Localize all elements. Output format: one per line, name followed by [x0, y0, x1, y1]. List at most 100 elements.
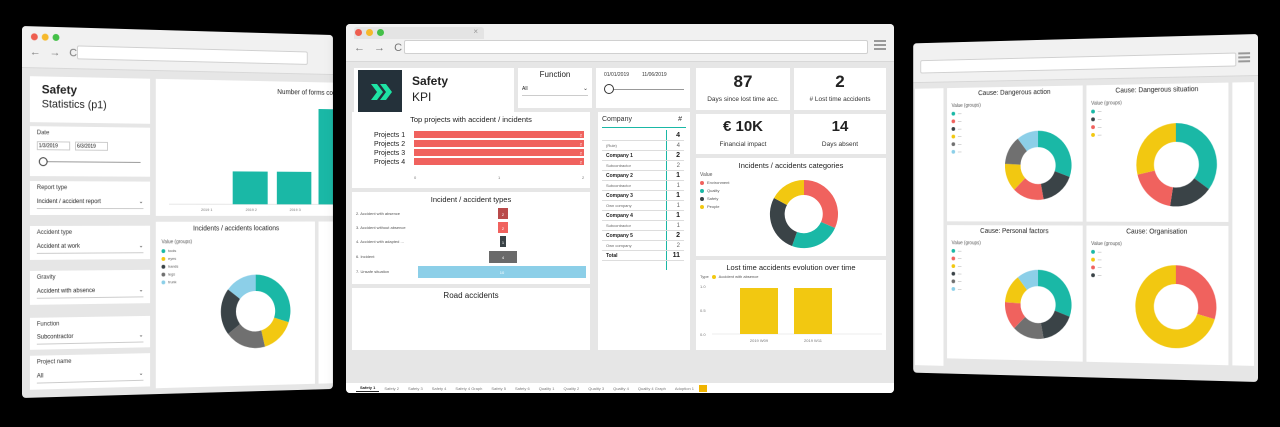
page-tab[interactable]: Adoption 1: [674, 385, 695, 391]
forms-bar[interactable]: [276, 171, 312, 205]
slicer-gravity[interactable]: Gravity Accident with absence ⌄: [29, 269, 151, 305]
chart-title: Cause: Personal factors: [980, 228, 1049, 236]
page-tab[interactable]: Safety 3: [408, 385, 423, 391]
legend-item[interactable]: eyes: [161, 256, 192, 261]
chart-title: Cause: Dangerous action: [978, 88, 1051, 98]
menu-icon[interactable]: [1238, 52, 1251, 63]
page-tab[interactable]: Quality 4: [613, 385, 629, 391]
page-tab[interactable]: Safety 6: [515, 385, 530, 391]
lost-time-card: Lost time accidents evolution over time …: [696, 260, 886, 350]
browser-tab[interactable]: ×: [354, 27, 484, 39]
funnel-bar[interactable]: [498, 222, 508, 233]
date-to-input[interactable]: 6/3/2019: [75, 141, 108, 151]
menu-icon[interactable]: [874, 40, 886, 50]
add-page-button[interactable]: [699, 384, 708, 392]
table-row[interactable]: Own company 2: [602, 241, 684, 251]
legend-item[interactable]: tools: [161, 248, 192, 253]
legend-item-environment[interactable]: Environment: [700, 180, 729, 185]
slicer-accident-type[interactable]: Accident type Accident at work ⌄: [29, 225, 151, 260]
maximize-dot-icon[interactable]: [52, 33, 60, 42]
legend-item[interactable]: legs: [161, 271, 192, 276]
page-tab[interactable]: Quality 1: [538, 385, 555, 391]
url-bar[interactable]: [76, 45, 308, 65]
locations-donut[interactable]: [214, 268, 297, 356]
date-from-input[interactable]: 1/3/2019: [36, 141, 71, 151]
legend-item-safety[interactable]: Safety: [700, 196, 729, 201]
table-row[interactable]: Company 3 1: [602, 191, 684, 201]
minimize-dot-icon[interactable]: [41, 33, 49, 41]
legend: — — — — — —: [951, 111, 961, 157]
donut-chart[interactable]: [1130, 259, 1223, 355]
date-slider-track[interactable]: [41, 161, 141, 163]
forms-bar[interactable]: [232, 171, 268, 205]
table-row[interactable]: Company 5 2: [602, 231, 684, 241]
date-slider-track[interactable]: [606, 89, 684, 90]
tab-close-icon[interactable]: ×: [473, 27, 478, 36]
legend-item-people[interactable]: People: [700, 204, 729, 209]
maximize-dot-icon[interactable]: [377, 29, 384, 36]
funnel-bar[interactable]: [500, 236, 506, 247]
legend-item[interactable]: Accident with absence: [718, 274, 759, 279]
page-tab[interactable]: Quality 2: [563, 385, 580, 391]
function-dropdown[interactable]: Subcontractor ⌄: [36, 330, 144, 345]
page-tab[interactable]: Safety 1: [356, 384, 380, 392]
column-header-company[interactable]: Company: [602, 116, 632, 123]
page-tab[interactable]: Safety 2: [384, 385, 400, 391]
nav-arrows[interactable]: ← → C: [354, 42, 406, 54]
date-slider-handle[interactable]: [604, 84, 614, 94]
page-tab[interactable]: Safety 4: [431, 385, 447, 391]
lost-time-bar[interactable]: [740, 288, 778, 334]
donut-chart[interactable]: [1000, 264, 1078, 346]
close-dot-icon[interactable]: [30, 33, 38, 41]
close-dot-icon[interactable]: [355, 29, 362, 36]
project-bar[interactable]: [414, 158, 584, 165]
function-dropdown[interactable]: All ⌄: [522, 84, 588, 96]
funnel-bar[interactable]: [498, 208, 508, 219]
funnel-bar[interactable]: [418, 266, 586, 278]
date-slider-handle[interactable]: [38, 157, 48, 167]
gravity-dropdown[interactable]: Accident with absence ⌄: [36, 285, 144, 299]
function-slicer[interactable]: Function All ⌄: [518, 68, 592, 108]
slicer-function[interactable]: Function Subcontractor ⌄: [29, 315, 151, 350]
donut-chart[interactable]: [1130, 117, 1223, 212]
table-row[interactable]: Company 1 2: [602, 151, 684, 161]
categories-donut[interactable]: [764, 174, 844, 254]
date-from-input[interactable]: 01/01/2019: [604, 72, 630, 78]
minimize-dot-icon[interactable]: [366, 29, 373, 36]
table-row[interactable]: Company 2 1: [602, 171, 684, 181]
column-header-count[interactable]: #: [678, 116, 682, 123]
page-tab[interactable]: Quality 4 Graph: [637, 385, 666, 391]
project-name-dropdown[interactable]: All ⌄: [36, 368, 144, 384]
url-bar[interactable]: [404, 40, 868, 54]
slicer-project-name[interactable]: Project name All ⌄: [29, 353, 151, 390]
forms-bar[interactable]: [318, 109, 333, 205]
date-to-input[interactable]: 11/06/2019: [642, 72, 667, 78]
slicer-report-type[interactable]: Report type Incident / accident report ⌄: [29, 181, 151, 215]
project-bar[interactable]: [414, 140, 584, 147]
nav-arrows[interactable]: ← → C: [29, 46, 80, 60]
date-slicer[interactable]: Date 1/3/2019 6/3/2019: [29, 126, 151, 177]
table-row[interactable]: Subcontractor 1: [602, 221, 684, 231]
project-bar[interactable]: [414, 149, 584, 156]
legend-item[interactable]: trunk: [161, 279, 192, 284]
table-row[interactable]: (Rule) 4: [602, 141, 684, 151]
project-bar[interactable]: [414, 131, 584, 138]
report-type-dropdown[interactable]: Incident / accident report ⌄: [36, 197, 144, 210]
table-row[interactable]: 4: [602, 131, 684, 141]
table-row[interactable]: Own company 1: [602, 201, 684, 211]
lost-time-bar[interactable]: [794, 288, 832, 334]
table-row[interactable]: Subcontractor 2: [602, 161, 684, 171]
page-tab[interactable]: Safety 5: [491, 385, 506, 391]
table-row[interactable]: Total 11: [602, 251, 684, 261]
table-row[interactable]: Subcontractor 1: [602, 181, 684, 191]
legend-item[interactable]: hands: [161, 264, 192, 269]
url-bar[interactable]: [920, 52, 1237, 74]
accident-type-dropdown[interactable]: Accident at work ⌄: [36, 241, 144, 254]
date-range-slicer[interactable]: 01/01/2019 11/06/2019: [596, 68, 690, 108]
donut-chart[interactable]: [1000, 124, 1078, 206]
page-tab[interactable]: Quality 3: [588, 385, 605, 391]
page-tab[interactable]: Safety 4 Graph: [455, 385, 483, 391]
table-row[interactable]: Company 4 1: [602, 211, 684, 221]
funnel-bar[interactable]: [489, 251, 517, 263]
legend-item-quality[interactable]: Quality: [700, 188, 729, 193]
